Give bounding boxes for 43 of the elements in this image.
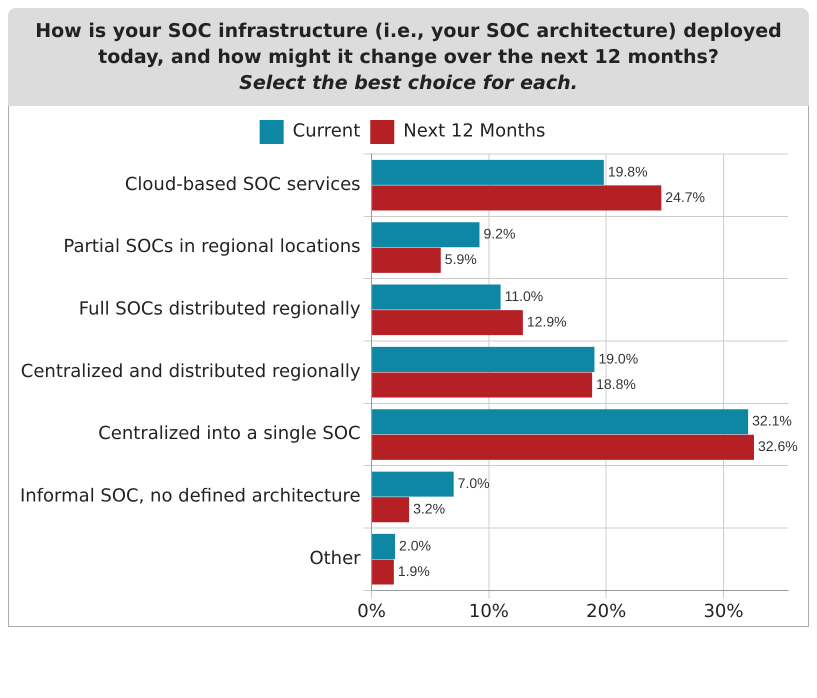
data-label: 7.0% bbox=[458, 474, 490, 491]
bar bbox=[372, 160, 604, 185]
bar bbox=[372, 497, 410, 522]
legend-label: Next 12 Months bbox=[403, 120, 546, 142]
bar bbox=[372, 559, 394, 585]
bar bbox=[372, 310, 523, 336]
x-tick-label: 0% bbox=[357, 600, 386, 622]
y-tick-label: Full SOCs distributed regionally bbox=[78, 298, 361, 320]
bar bbox=[372, 248, 441, 273]
bar bbox=[372, 185, 662, 210]
chart-title: How is your SOC infrastructure (i.e., your SOC architecture) deployed today, and how might it change over the next 12 months? bbox=[34, 19, 783, 70]
bar bbox=[372, 409, 748, 434]
data-label: 32.1% bbox=[752, 412, 792, 429]
y-tick-label: Informal SOC, no defined architecture bbox=[20, 486, 361, 507]
bar bbox=[372, 372, 592, 398]
data-label: 24.7% bbox=[665, 188, 706, 205]
bar bbox=[372, 346, 594, 372]
legend-label: Current bbox=[292, 120, 360, 142]
data-label: 9.2% bbox=[483, 226, 516, 242]
data-label: 19.0% bbox=[598, 350, 638, 366]
bar bbox=[372, 534, 396, 559]
data-label: 1.9% bbox=[398, 562, 430, 579]
data-label: 12.9% bbox=[526, 313, 567, 330]
x-tick-label: 20% bbox=[586, 600, 626, 622]
data-label: 11.0% bbox=[504, 288, 544, 304]
y-tick-label: Centralized into a single SOC bbox=[98, 423, 361, 444]
y-tick-label: Cloud-based SOC services bbox=[124, 174, 361, 195]
data-label: 2.0% bbox=[399, 537, 431, 554]
y-tick-label: Other bbox=[309, 548, 362, 569]
x-tick-label: 10% bbox=[468, 600, 509, 622]
y-tick-label: Partial SOCs in regional locations bbox=[63, 236, 361, 258]
chart-subtitle: Select the best choice for each. bbox=[238, 71, 579, 96]
data-label: 32.6% bbox=[758, 438, 798, 454]
x-tick-label: 30% bbox=[703, 600, 744, 622]
bar bbox=[372, 434, 754, 460]
bar bbox=[372, 222, 480, 248]
data-label: 18.8% bbox=[596, 376, 636, 392]
bar bbox=[372, 472, 454, 497]
data-label: 19.8% bbox=[608, 163, 648, 180]
data-label: 3.2% bbox=[413, 500, 446, 517]
bar bbox=[372, 284, 501, 310]
y-tick-label: Centralized and distributed regionally bbox=[20, 360, 361, 382]
data-label: 5.9% bbox=[444, 251, 477, 268]
